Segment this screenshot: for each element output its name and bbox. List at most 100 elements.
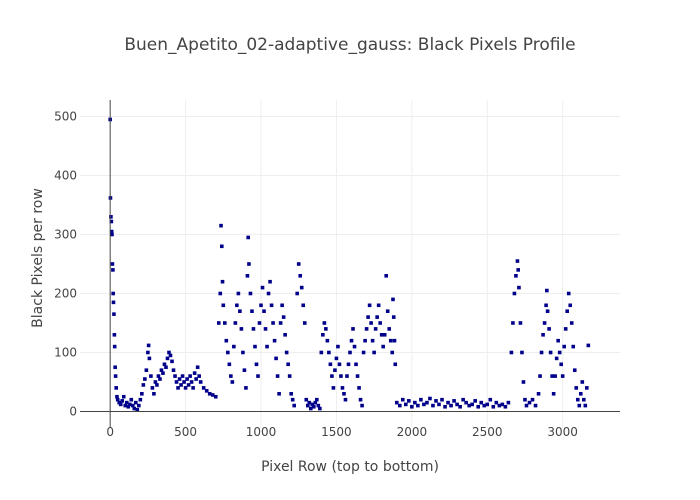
- data-point: [304, 397, 309, 402]
- data-point: [248, 291, 253, 296]
- data-point: [315, 397, 319, 402]
- data-point: [443, 404, 447, 409]
- data-point: [413, 400, 417, 405]
- data-point: [296, 262, 301, 266]
- data-point: [512, 291, 517, 296]
- data-point: [257, 321, 262, 325]
- data-point: [271, 321, 275, 325]
- data-point: [246, 235, 250, 240]
- data-point: [207, 391, 212, 396]
- data-point: [250, 309, 254, 313]
- data-point: [542, 321, 547, 325]
- data-point: [354, 362, 358, 367]
- data-point: [551, 391, 556, 396]
- data-point: [219, 244, 224, 249]
- data-point: [400, 397, 405, 402]
- data-point: [586, 343, 591, 348]
- data-point: [455, 402, 459, 407]
- data-point: [518, 321, 523, 325]
- data-point: [352, 344, 357, 349]
- data-point: [210, 393, 215, 397]
- data-point: [578, 391, 583, 396]
- data-point: [360, 403, 364, 408]
- data-point: [357, 386, 361, 390]
- data-point: [452, 399, 456, 403]
- data-point: [547, 327, 551, 331]
- data-point: [556, 338, 560, 343]
- data-point: [545, 288, 549, 293]
- data-point: [189, 380, 194, 384]
- data-point: [470, 402, 474, 407]
- data-point: [254, 362, 259, 367]
- data-point: [137, 403, 141, 408]
- data-point: [216, 321, 221, 325]
- data-point: [126, 404, 131, 409]
- data-point: [188, 374, 192, 378]
- data-point: [491, 404, 496, 409]
- data-point: [174, 380, 179, 384]
- data-point: [397, 403, 402, 408]
- data-point: [281, 315, 286, 319]
- y-tick-label: 0: [69, 404, 77, 418]
- data-point: [321, 332, 325, 337]
- data-point: [259, 303, 263, 308]
- data-point: [121, 394, 126, 399]
- data-point: [428, 396, 432, 401]
- data-point: [572, 368, 577, 372]
- data-point: [194, 377, 198, 381]
- data-point: [298, 273, 303, 278]
- data-point: [372, 350, 376, 355]
- data-point: [367, 303, 372, 308]
- data-point: [516, 268, 520, 272]
- data-point: [511, 321, 515, 325]
- data-point: [302, 321, 307, 325]
- data-point: [263, 327, 268, 331]
- data-point: [571, 344, 576, 349]
- data-point: [334, 356, 339, 361]
- data-point: [109, 229, 114, 234]
- data-point: [539, 350, 544, 355]
- data-point: [274, 356, 278, 361]
- data-point: [287, 374, 292, 378]
- data-point: [247, 262, 251, 266]
- data-point: [158, 377, 162, 381]
- data-point: [434, 399, 438, 403]
- data-point: [197, 374, 201, 378]
- data-point: [557, 350, 562, 355]
- data-point: [568, 303, 573, 308]
- data-point: [109, 219, 114, 224]
- data-point: [506, 400, 511, 405]
- data-point: [218, 291, 223, 296]
- y-tick-label: 500: [54, 110, 77, 124]
- data-point: [548, 350, 553, 355]
- data-point: [256, 374, 260, 378]
- data-point: [265, 344, 269, 349]
- data-point: [113, 365, 117, 370]
- data-point: [485, 402, 490, 407]
- data-point: [449, 403, 453, 408]
- data-point: [346, 362, 351, 367]
- data-point: [213, 394, 218, 399]
- data-point: [407, 399, 411, 403]
- data-point: [355, 374, 360, 378]
- data-point: [153, 380, 158, 384]
- data-point: [479, 400, 484, 405]
- data-point: [379, 332, 384, 337]
- data-point: [144, 368, 149, 372]
- data-point: [376, 303, 381, 308]
- data-point: [180, 374, 185, 378]
- data-point: [245, 273, 250, 278]
- data-point: [268, 279, 272, 284]
- data-point: [299, 285, 304, 290]
- data-point: [112, 312, 116, 316]
- x-tick-label: 3000: [547, 425, 578, 439]
- data-point: [115, 394, 119, 399]
- data-point: [554, 356, 559, 361]
- data-point: [173, 374, 177, 378]
- data-point: [233, 321, 238, 325]
- data-point: [310, 402, 315, 407]
- data-point: [521, 380, 526, 384]
- data-point: [269, 303, 274, 308]
- data-point: [292, 403, 296, 408]
